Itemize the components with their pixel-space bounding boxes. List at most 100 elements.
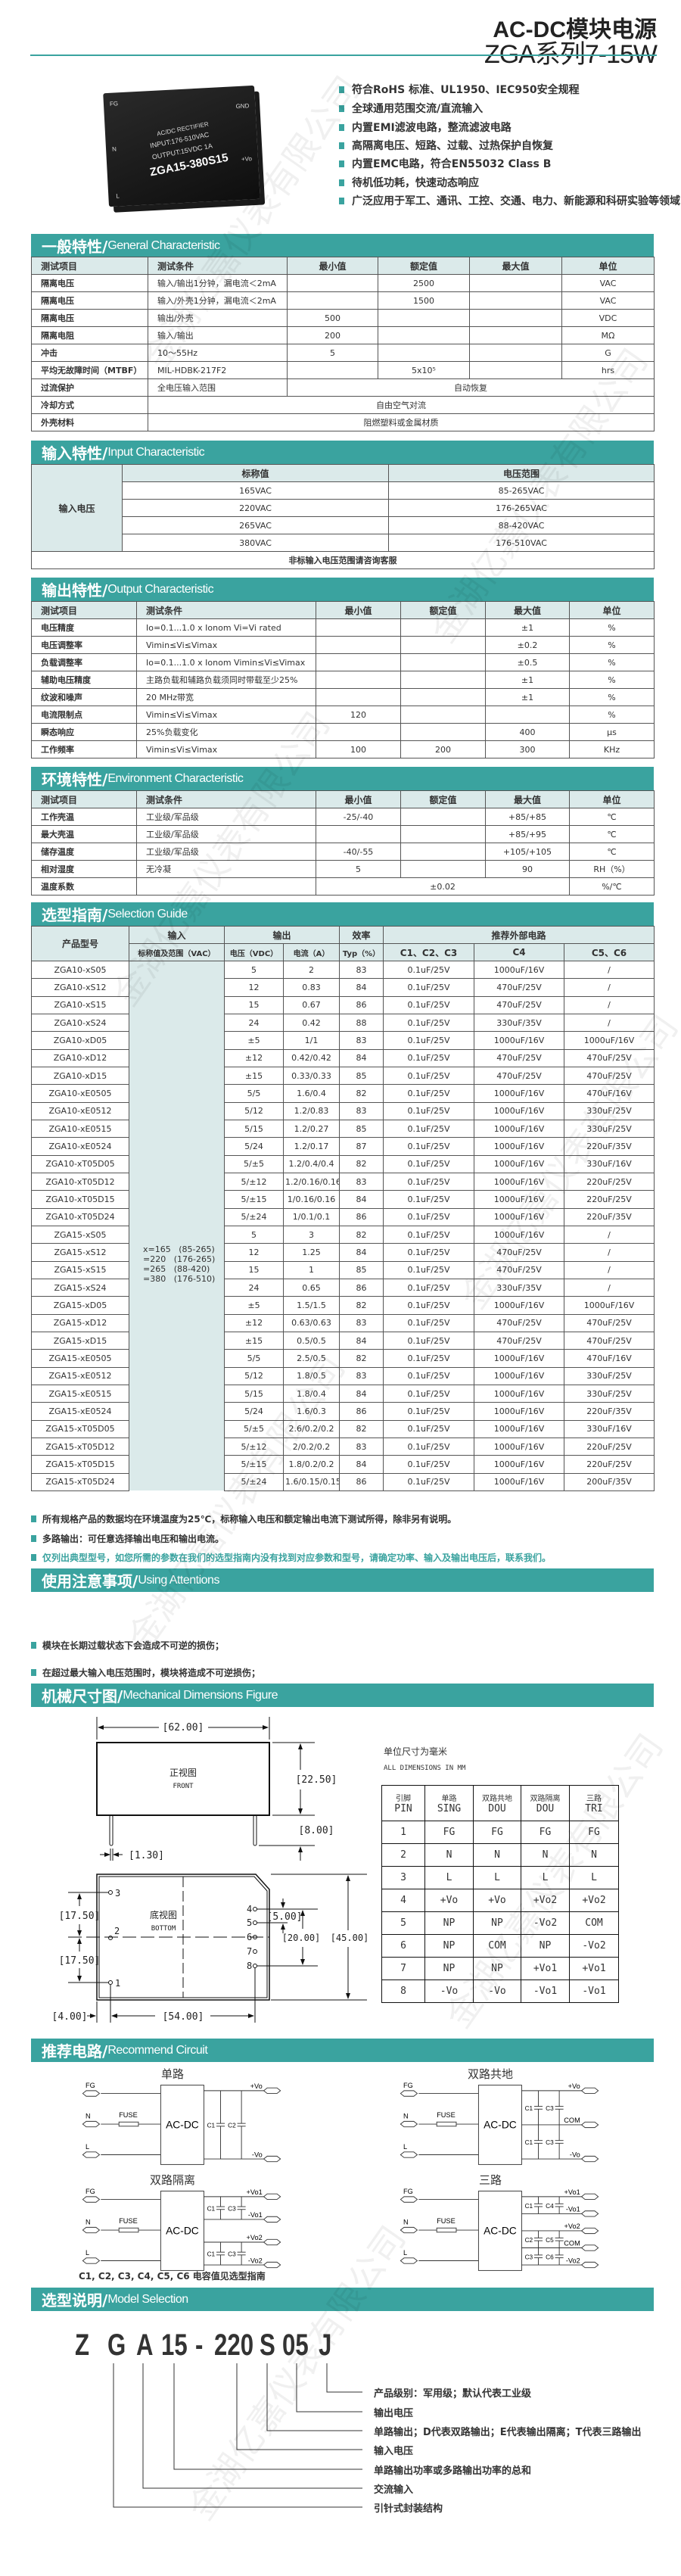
table-cell: 330uF/35V (474, 1278, 565, 1297)
table-cell: -Vo1 (569, 1980, 619, 2003)
circuit-title: 三路 (478, 2173, 502, 2187)
table-cell (287, 291, 378, 310)
environment-table: 测试项目 测试条件 最小值 额定值 最大值 单位 工作壳温 工业级/军品级 -25/-40 +85… (31, 790, 655, 896)
circuit-diagram: FG N L FUSE AC-DC +Vo1 -Vo1 +Vo2 COM -Vo2 C1 C4 C2 C5… (400, 2188, 599, 2271)
table-cell: 90 (485, 860, 570, 878)
attention-text: 模块在长期过载状态下会造成不可逆的损伤； (42, 1640, 225, 1651)
table-row: 隔离电阻 输入/输出 200 MΩ (31, 326, 655, 344)
model-name: ZGA10-xS05 (31, 960, 129, 980)
table-row: 隔离电压 输出/外壳 500 VDC (31, 309, 655, 327)
page-title: AC-DC模块电源 (493, 17, 657, 42)
table-cell: 380VAC (122, 534, 389, 552)
table-cell: 0.63/0.63 (282, 1313, 340, 1332)
feature-item: 高隔离电压、短路、过载、过热保护自恢复 (339, 138, 553, 153)
table-row: 外壳材料 阻燃塑料或金属材质 (31, 413, 655, 431)
table-cell (400, 723, 486, 741)
table-cell: 工业级/军品级 (136, 808, 316, 826)
row-label: 冷却方式 (31, 396, 148, 414)
mechanical-drawing: [62.00] 正视图 FRONT [22.50] [8.00] [1.30] … (52, 1717, 368, 2023)
table-cell: 82 (339, 1084, 384, 1103)
table-row: ZGA15-xD12 ±12 0.63/0.63 83 0.1uF/25V 470uF/2… (31, 1313, 655, 1332)
table-cell: 0.1uF/25V (383, 1437, 475, 1456)
table-row: ZGA15-xE0512 5/12 1.8/0.5 83 0.1uF/25V 1000uF… (31, 1366, 655, 1385)
table-cell: -25/-40 (316, 808, 401, 826)
model-name: ZGA10-xS12 (31, 978, 129, 997)
table-cell: % (569, 653, 655, 671)
table-cell: 82 (339, 1419, 384, 1438)
table-cell: 470uF/25V (474, 1331, 565, 1350)
table-cell: 6 (381, 1934, 425, 1958)
table-cell: +Vo1 (521, 1957, 570, 1980)
table-cell: % (569, 636, 655, 654)
section-title: 选型指南/ (42, 906, 108, 924)
table-cell: 220VAC (122, 499, 389, 517)
table-cell: 0.1uF/25V (383, 1313, 475, 1332)
model-name: ZGA15-xE0512 (31, 1366, 129, 1385)
capacitor-label: C3 (525, 2254, 533, 2260)
table-cell: 84 (339, 1048, 384, 1067)
dim-pin-span: [54.00] (163, 2011, 204, 2023)
fuse-icon (118, 2121, 139, 2127)
table-cell: 1/0.1/0.1 (282, 1207, 340, 1226)
column-header: 额定值 (378, 257, 470, 275)
header-cn: 双路隔离 (530, 1795, 561, 1803)
table-cell (400, 825, 486, 843)
front-view-label-en: FRONT (173, 1783, 194, 1790)
table-cell: COM (473, 1934, 521, 1958)
bottom-view-label: 底视图 (150, 1909, 177, 1920)
table-row: 7 NP NP +Vo1 +Vo1 (381, 1957, 619, 1980)
table-cell: 5/15 (224, 1384, 284, 1403)
table-cell: 1000uF/16V (474, 1172, 565, 1191)
feature-text: 内置EMC电路，符合EN55032 Class B (352, 158, 552, 170)
model-name: ZGA15-xD15 (31, 1331, 129, 1350)
table-cell: 220uF/25V (564, 1190, 655, 1209)
model-part-description: 引针式封装结构 (374, 2503, 443, 2515)
table-cell: VAC (561, 274, 655, 292)
table-cell (400, 706, 486, 724)
dim-edge: [4.00] (52, 2011, 88, 2023)
table-cell: MIL-HDBK-217F2 (148, 361, 288, 379)
table-cell: FG (424, 1821, 474, 1844)
column-header: 单位 (561, 257, 655, 275)
input-range: =220 (176-265) (143, 1254, 216, 1264)
table-cell (378, 326, 470, 344)
column-header: 电流（A） (282, 943, 340, 961)
bullet-icon (339, 197, 344, 204)
bullet-icon (31, 1642, 36, 1649)
circuit-diagram: FG N L FUSE AC-DC +Vo1 -Vo1 +Vo2 -Vo2 C1 C3 C1 C3 (82, 2188, 281, 2271)
section-title: 使用注意事项/ (42, 1572, 138, 1590)
terminal-icon (580, 2087, 599, 2095)
converter-label: AC-DC (484, 2120, 517, 2131)
table-cell: 220uF/35V (564, 1402, 655, 1421)
model-code-part: 220 (214, 2328, 254, 2362)
table-row: ZGA10-xS24 24 0.42 88 0.1uF/25V 330uF/35V / (31, 1013, 655, 1033)
feature-item: 全球通用范围交流/直流输入 (339, 101, 483, 116)
table-row: ZGA10-xD15 ±15 0.33/0.33 85 0.1uF/25V 470uF/2… (31, 1066, 655, 1086)
terminal-icon (580, 2155, 599, 2163)
table-cell: 85 (339, 1260, 384, 1279)
circuit-diagram: FG N L FUSE AC-DC +Vo -Vo C1 C2 (82, 2082, 281, 2165)
table-cell: G (561, 344, 655, 362)
table-cell: % (569, 618, 655, 637)
table-cell: ℃ (569, 825, 655, 843)
table-cell: 1000uF/16V (474, 1472, 565, 1491)
feature-item: 符合RoHS 标准、UL1950、IEC950安全规程 (339, 82, 580, 97)
model-part-description: 交流输入 (374, 2484, 414, 2496)
section-header-selection: 选型指南/Selection Guide (31, 902, 654, 926)
model-name: ZGA15-xE0524 (31, 1402, 129, 1421)
table-cell: 470uF/25V (474, 1260, 565, 1279)
fuse-label: FUSE (119, 2217, 138, 2225)
table-cell: 5/24 (224, 1402, 284, 1421)
table-row: 电压调整率 Vimin≤Vi≤Vimax ±0.2% (31, 636, 655, 654)
column-header: 三路 TRI (569, 1785, 619, 1821)
header-cn: 单路 (441, 1795, 457, 1803)
pin-number: 1 (115, 1978, 120, 1989)
table-cell: 1.2/0.83 (282, 1101, 340, 1120)
terminal-icon (263, 2087, 281, 2095)
table-row: 220VAC 176-265VAC (32, 499, 655, 517)
section-header-circuit: 推荐电路/Recommend Circuit (31, 2039, 654, 2062)
bullet-icon (31, 1515, 36, 1522)
table-cell: 5/5 (224, 1084, 284, 1103)
table-cell: / (564, 995, 655, 1014)
table-cell: ±12 (224, 1313, 284, 1332)
